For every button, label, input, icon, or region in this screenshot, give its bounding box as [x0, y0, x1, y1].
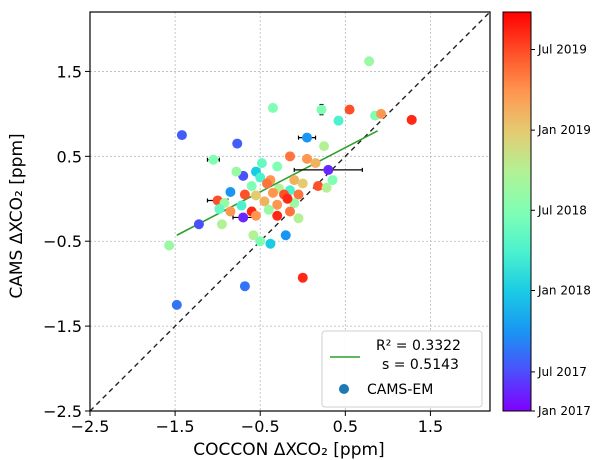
data-point [302, 132, 313, 143]
data-point [255, 236, 266, 247]
x-tick-label: 0.5 [333, 417, 358, 436]
data-point [297, 272, 308, 283]
colorbar-ticks: Jul 2019 Jan 2019 Jul 2018 Jan 2018 Jul 2017… [531, 43, 591, 418]
colorbar-tick-label: Jul 2017 [537, 365, 587, 379]
data-point [256, 158, 267, 169]
data-point [176, 130, 187, 141]
y-tick-label: −0.5 [43, 232, 82, 251]
plot-frame [89, 11, 491, 412]
data-point [214, 203, 225, 214]
y-axis-ticks: −2.5 −1.5 −0.5 0.5 1.5 [43, 62, 90, 421]
y-tick-label: −1.5 [43, 317, 82, 336]
data-point [285, 206, 295, 217]
x-axis-ticks: −2.5 −1.5 −0.5 0.5 1.5 [71, 411, 443, 436]
data-point [344, 104, 355, 115]
data-point [293, 213, 304, 224]
x-axis-label: COCCON ΔXCO₂ [ppm] [193, 440, 384, 460]
legend-r2: R² = 0.3322 [376, 338, 461, 354]
data-point [327, 175, 338, 186]
data-point [265, 238, 276, 249]
data-point [321, 182, 332, 193]
y-tick-label: 0.5 [57, 147, 82, 166]
data-point [310, 158, 321, 169]
data-point [250, 210, 261, 221]
x-tick-label: −1.5 [156, 417, 195, 436]
data-point [376, 108, 387, 119]
legend-series-label: CAMS-EM [367, 382, 433, 398]
y-tick-label: −2.5 [43, 402, 82, 421]
data-point [193, 219, 204, 230]
data-point [171, 299, 182, 310]
colorbar-tick-label: Jan 2018 [537, 284, 591, 298]
legend: R² = 0.3322 s = 0.5143 CAMS-EM [321, 330, 483, 408]
data-point [239, 189, 250, 200]
data-point [267, 102, 278, 113]
x-tick-label: −2.5 [71, 417, 110, 436]
data-point [263, 204, 274, 215]
data-point [272, 210, 283, 221]
data-point [216, 219, 227, 230]
data-point [280, 230, 291, 241]
data-point [164, 240, 175, 251]
colorbar-tick-label: Jul 2018 [537, 203, 587, 217]
data-point [364, 56, 375, 67]
data-point [293, 189, 304, 200]
data-point [406, 114, 417, 125]
data-point [313, 181, 324, 192]
x-tick-label: −0.5 [241, 417, 280, 436]
data-point [285, 151, 295, 162]
data-point [236, 200, 247, 211]
data-point [225, 206, 236, 217]
data-point [239, 281, 250, 292]
data-point [225, 186, 236, 197]
data-point [262, 178, 273, 189]
data-point [232, 138, 243, 149]
data-point [333, 115, 344, 126]
data-point [302, 153, 313, 164]
y-axis-label: CAMS ΔXCO₂ [ppm] [7, 133, 27, 298]
data-point [248, 230, 259, 241]
data-point [250, 190, 261, 201]
colorbar [502, 11, 532, 412]
fit-line [176, 130, 379, 236]
data-point [208, 154, 219, 165]
data-point [238, 212, 249, 223]
data-point [231, 166, 242, 177]
regression-line [176, 130, 379, 236]
legend-series-marker [339, 384, 349, 394]
y-tick-label: 1.5 [57, 62, 82, 81]
data-point [297, 178, 308, 189]
data-point [246, 181, 257, 192]
data-point [272, 161, 283, 172]
data-point [323, 164, 334, 175]
x-tick-label: 1.5 [418, 417, 443, 436]
data-point [319, 141, 330, 152]
data-point [255, 172, 266, 183]
colorbar-tick-label: Jan 2019 [537, 123, 591, 137]
legend-s: s = 0.5143 [382, 357, 459, 373]
colorbar-tick-label: Jan 2017 [537, 404, 591, 418]
data-point [267, 187, 278, 198]
data-point [289, 175, 300, 186]
colorbar-tick-label: Jul 2019 [537, 43, 587, 57]
data-points [164, 56, 417, 310]
data-point [282, 193, 293, 204]
data-point [316, 104, 327, 115]
legend-box [321, 330, 483, 408]
data-point [272, 199, 283, 210]
data-point [259, 196, 270, 207]
